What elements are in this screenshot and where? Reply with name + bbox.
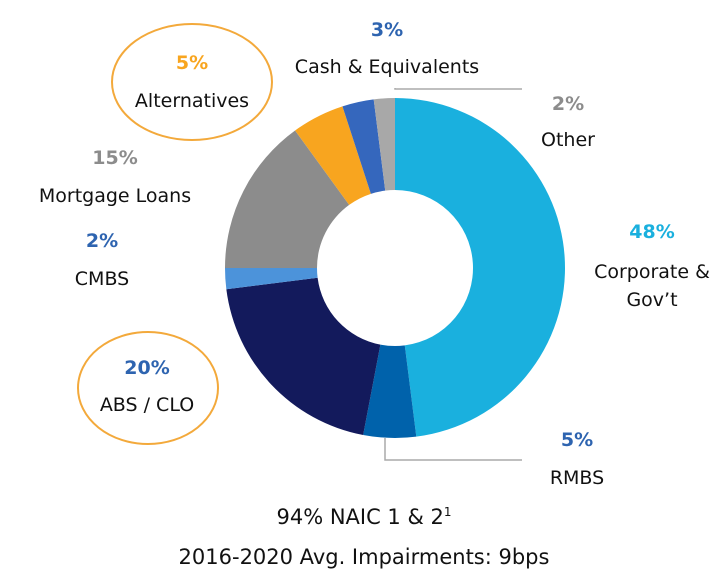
- category-label: Other: [541, 129, 595, 151]
- footnote-marker: 1: [443, 505, 452, 519]
- donut-segment: [363, 344, 417, 438]
- highlight-ring: [77, 331, 219, 445]
- donut-segment: [225, 268, 318, 290]
- value-label: 2%: [85, 230, 119, 252]
- donut-segment: [225, 130, 350, 268]
- note: 94% NAIC 1 & 21: [0, 505, 728, 529]
- donut-segment: [342, 99, 386, 194]
- category-label: ABS / CLO: [99, 394, 195, 416]
- value-label: 3%: [370, 19, 404, 41]
- leader-line: [394, 88, 522, 90]
- category-label: Mortgage Loans: [38, 185, 192, 207]
- value-label: 15%: [92, 147, 138, 169]
- value-label: 5%: [560, 429, 594, 451]
- value-label: 48%: [629, 221, 675, 243]
- value-label: 5%: [175, 52, 209, 74]
- category-label: Alternatives: [134, 90, 250, 112]
- donut-segment: [226, 277, 381, 435]
- category-label: RMBS: [549, 467, 605, 489]
- category-label: Cash & Equivalents: [294, 56, 480, 78]
- donut-segment: [295, 106, 371, 205]
- donut-segment: [373, 98, 395, 191]
- note: 2016-2020 Avg. Impairments: 9bps: [178, 545, 550, 569]
- highlight-ring: [111, 23, 273, 141]
- value-label: 20%: [124, 357, 170, 379]
- leader-line: [384, 438, 522, 461]
- donut-segment: [395, 98, 565, 437]
- category-label: Corporate & Gov’t: [594, 261, 710, 311]
- category-label: CMBS: [74, 268, 130, 290]
- note-text: 94% NAIC 1 & 2: [276, 505, 444, 529]
- value-label: 2%: [551, 93, 585, 115]
